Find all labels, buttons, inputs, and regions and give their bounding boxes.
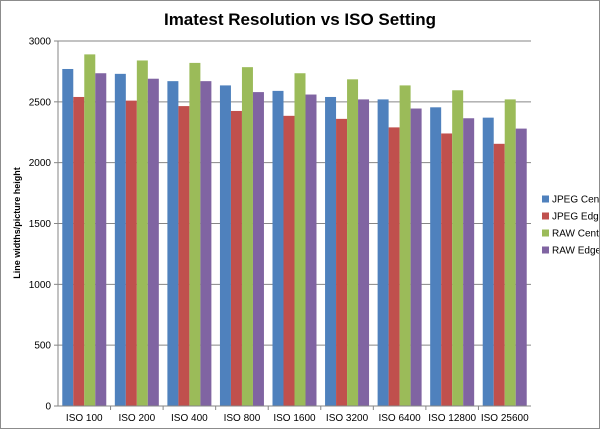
- legend-swatch: [542, 246, 549, 254]
- bar-jpeg-centre: [219, 85, 231, 407]
- x-tick-label: ISO 200: [118, 413, 155, 424]
- bar-raw-edge: [515, 128, 527, 406]
- x-tick-label: ISO 800: [224, 413, 261, 424]
- x-tick-label: ISO 6400: [378, 413, 421, 424]
- chart-title: Imatest Resolution vs ISO Setting: [164, 10, 436, 29]
- y-tick-label: 1500: [29, 219, 52, 230]
- bar-jpeg-centre: [62, 68, 74, 406]
- y-axis-label: Line widths/picture height: [12, 167, 22, 279]
- y-tick-label: 3000: [29, 37, 52, 48]
- bar-raw-centre: [504, 99, 516, 407]
- bar-raw-centre: [399, 85, 411, 407]
- bar-jpeg-edge: [441, 133, 453, 406]
- bar-raw-centre: [294, 73, 306, 406]
- legend-label: RAW Edge: [552, 246, 599, 257]
- bar-raw-edge: [410, 108, 422, 407]
- bar-raw-centre: [189, 62, 201, 407]
- bar-raw-edge: [147, 78, 159, 406]
- x-tick-label: ISO 25600: [481, 413, 529, 424]
- legend-label: JPEG Edge: [552, 212, 599, 223]
- bar-raw-centre: [136, 60, 148, 406]
- x-tick-label: ISO 1600: [273, 413, 316, 424]
- bar-jpeg-edge: [178, 106, 190, 406]
- bar-raw-edge: [305, 94, 317, 407]
- legend-label: RAW Centre: [552, 229, 599, 240]
- y-tick-label: 2000: [29, 158, 52, 169]
- bar-raw-edge: [95, 73, 107, 406]
- bar-jpeg-edge: [73, 96, 85, 406]
- x-tick-label: ISO 100: [66, 413, 103, 424]
- y-tick-label: 500: [34, 341, 51, 352]
- legend: JPEG Centre JPEG Edge RAW Centre RAW Edge: [542, 195, 599, 257]
- bar-jpeg-centre: [272, 90, 284, 406]
- bar-raw-edge: [252, 92, 264, 406]
- legend-swatch: [542, 195, 549, 203]
- bar-jpeg-centre: [377, 99, 389, 407]
- bar-jpeg-centre: [325, 96, 337, 406]
- bar-jpeg-centre: [167, 81, 179, 407]
- bar-raw-centre: [452, 90, 464, 407]
- y-tick-label: 1000: [29, 280, 52, 291]
- bar-raw-centre: [241, 67, 253, 407]
- x-tick-label: ISO 12800: [428, 413, 476, 424]
- bar-jpeg-edge: [283, 115, 295, 406]
- bar-jpeg-centre: [114, 73, 126, 406]
- y-axis-ticks: 0 500 1000 1500 2000 2500 3000: [29, 37, 58, 413]
- bar-jpeg-edge: [388, 127, 400, 406]
- bar-jpeg-centre: [430, 107, 442, 406]
- bar-jpeg-edge: [125, 100, 137, 406]
- bar-raw-centre: [347, 79, 359, 406]
- bar-jpeg-edge: [493, 143, 505, 406]
- bar-raw-edge: [358, 99, 370, 407]
- bar-raw-edge: [200, 81, 212, 407]
- legend-label: JPEG Centre: [552, 195, 599, 206]
- bars: [62, 54, 527, 407]
- legend-swatch: [542, 229, 549, 237]
- bar-jpeg-edge: [230, 110, 242, 406]
- x-axis-ticks: ISO 100 ISO 200 ISO 400 ISO 800 ISO 1600 ISO …: [66, 406, 529, 424]
- y-tick-label: 0: [45, 402, 51, 413]
- bar-jpeg-edge: [336, 118, 348, 406]
- x-tick-label: ISO 3200: [326, 413, 369, 424]
- bar-raw-edge: [463, 118, 475, 406]
- bar-raw-centre: [84, 54, 96, 407]
- y-tick-label: 2500: [29, 97, 52, 108]
- bar-jpeg-centre: [482, 117, 494, 407]
- legend-swatch: [542, 212, 549, 220]
- x-tick-label: ISO 400: [171, 413, 208, 424]
